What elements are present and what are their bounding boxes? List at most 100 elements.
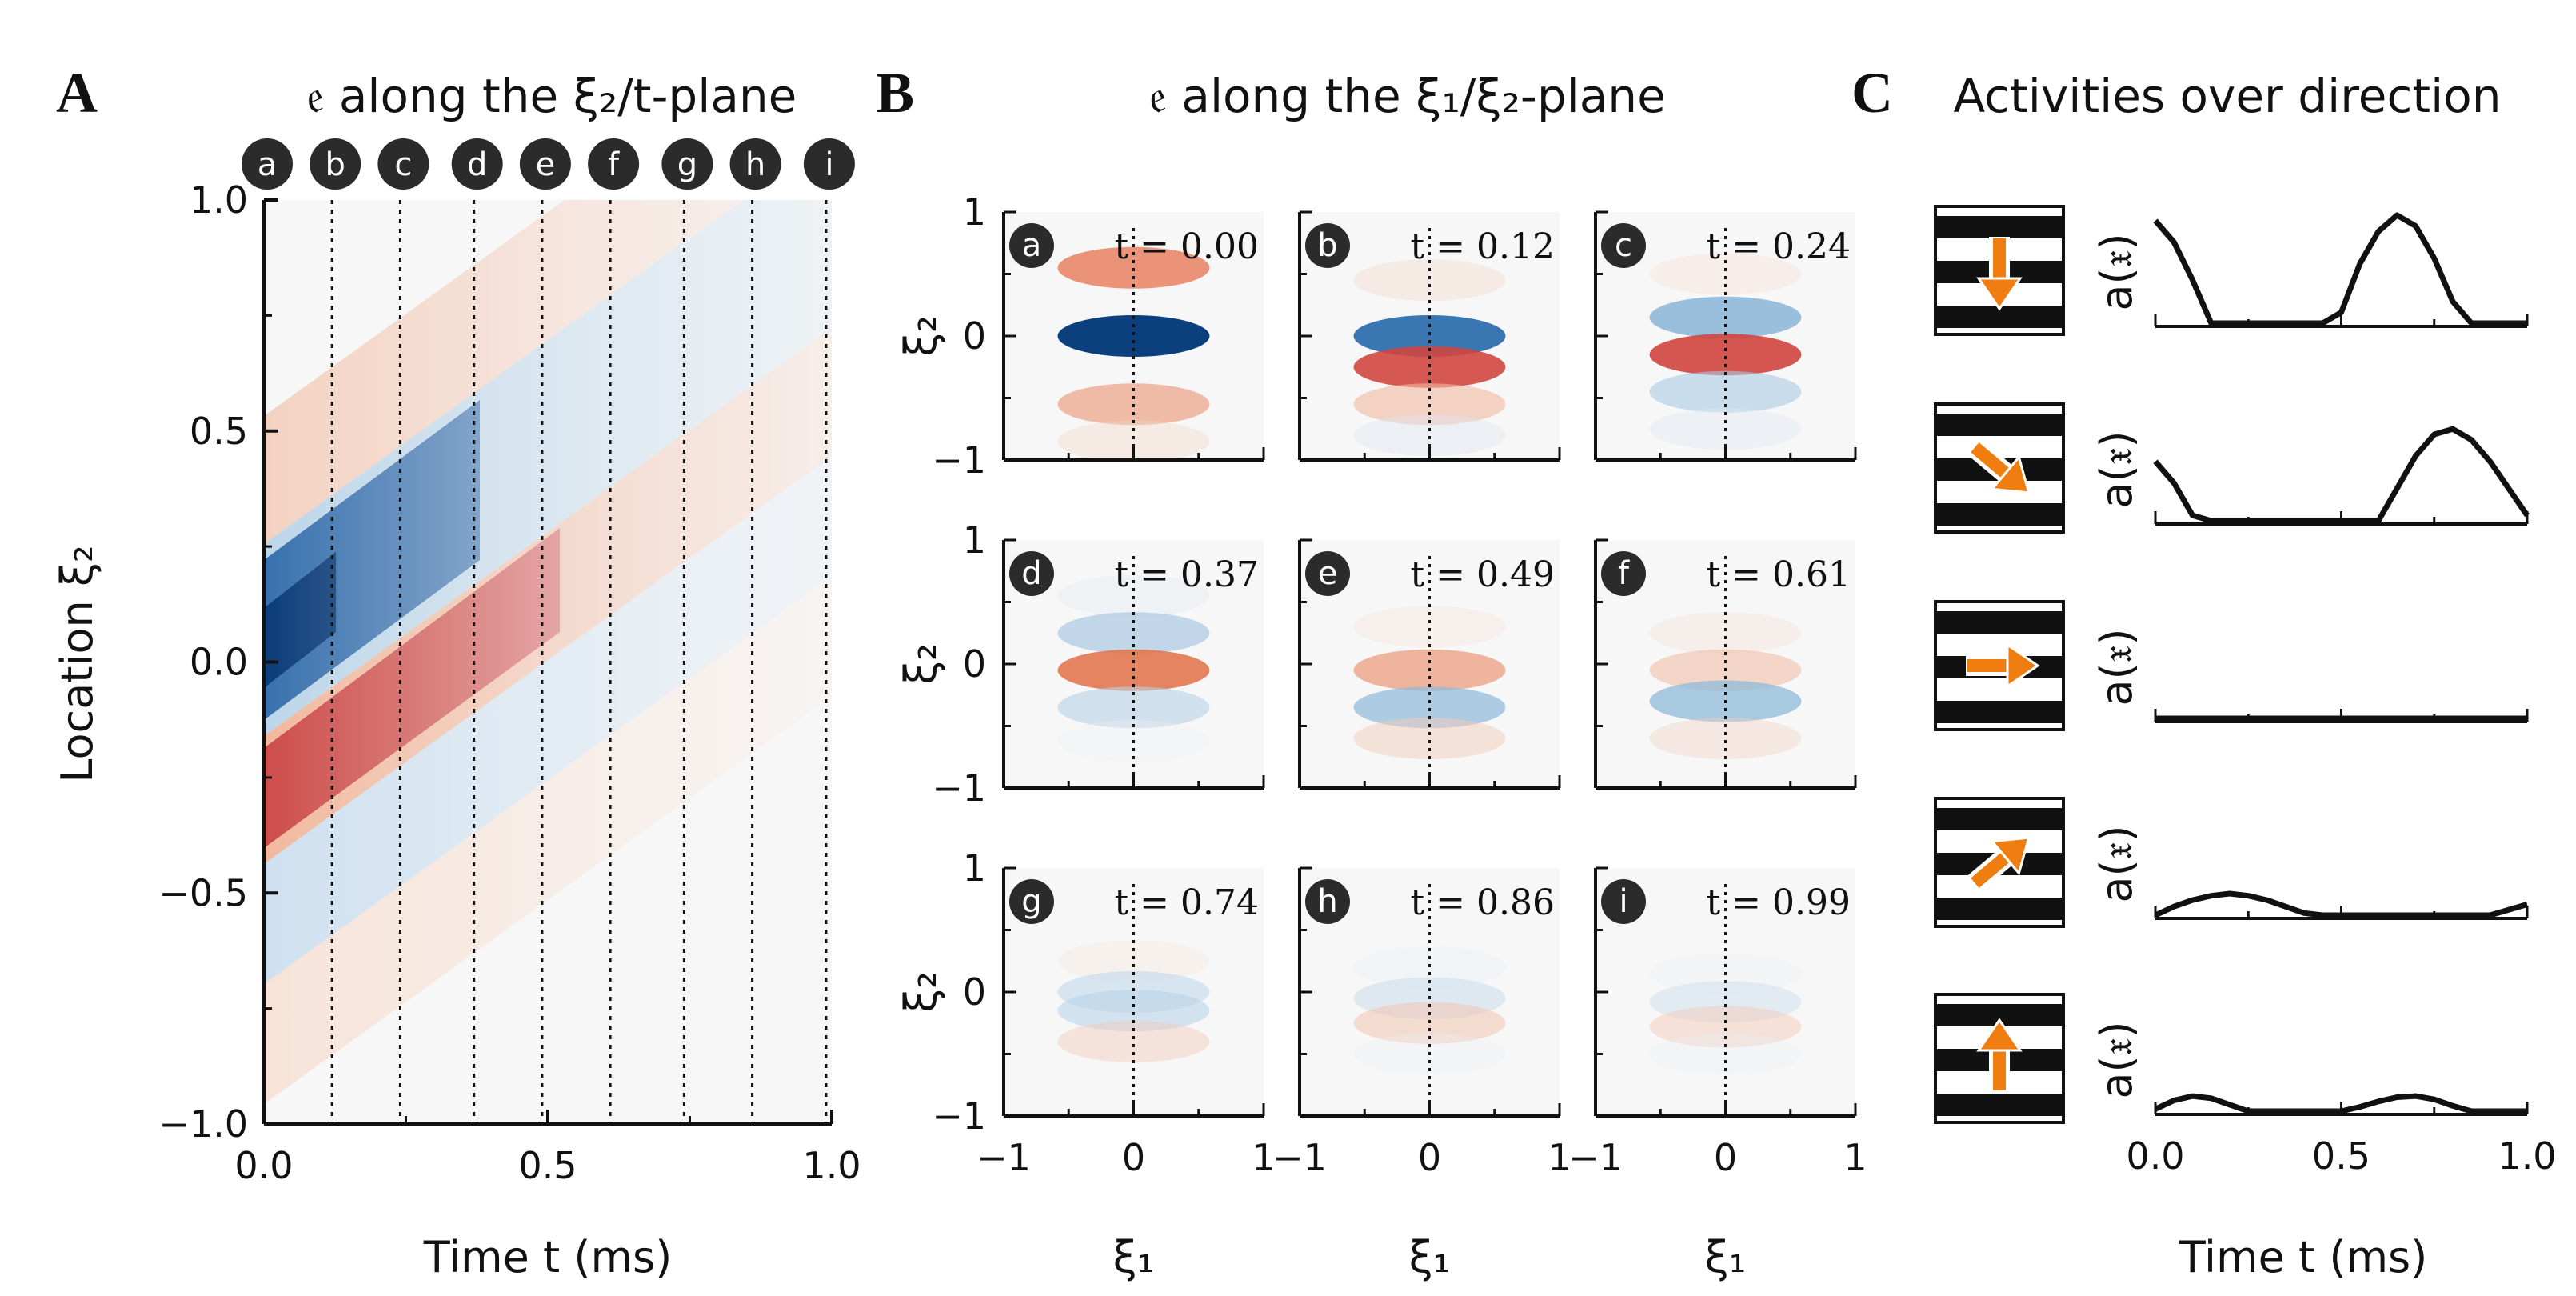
heatmap-blob xyxy=(1649,718,1802,759)
subplot-time-label: t = 0.61 xyxy=(1707,554,1851,595)
subplot-h: h t = 0.86 −1 0 1 ξ₁ xyxy=(1272,866,1572,1282)
icon-stripe xyxy=(1937,503,2062,526)
heatmap-blob xyxy=(1057,246,1210,289)
heatmap-blob xyxy=(1353,259,1506,302)
activity-row-right: a(𝔵) xyxy=(1934,600,2529,731)
panel-a-y-ticks: 1.0 0.5 0.0 −0.5 −1.0 xyxy=(158,178,278,1146)
panel-a: A 𝔢 along the ξ₂/t-plane 0.0 0.5 1.0 1.00.… xyxy=(52,61,861,1282)
subplot-time-label: t = 0.24 xyxy=(1707,226,1851,267)
panel-a-x-ticks: 0.0 0.5 1.0 xyxy=(234,1110,861,1187)
x-tick-label: 0 xyxy=(1714,1136,1737,1179)
activity-row-down-right: a(𝔵) xyxy=(1934,402,2530,534)
icon-stripe xyxy=(1937,701,2062,723)
subplot-badge-letter: e xyxy=(1318,555,1338,592)
panel-c-rows: a(𝔵) a(𝔵) a(𝔵) a(𝔵) a(𝔵) 0.0 0.5 1.0 xyxy=(1934,205,2557,1178)
subplot-ylabel: ξ₂ xyxy=(896,315,946,357)
panel-b-title: 𝔢 along the ξ₁/ξ₂-plane xyxy=(1149,69,1666,123)
subplot-badge-letter: c xyxy=(1615,227,1632,264)
y-tick-label: 1.0 xyxy=(190,178,248,222)
heatmap-blob xyxy=(1649,1006,1802,1048)
subplot-time-label: t = 0.00 xyxy=(1115,226,1260,267)
time-marker-badge xyxy=(377,138,429,190)
arrow-head xyxy=(1976,1018,2023,1052)
activity-row-up: a(𝔵) 0.0 0.5 1.0 xyxy=(1934,993,2557,1178)
x-tick-label: 0 xyxy=(1418,1136,1441,1179)
subplot-badge xyxy=(1305,551,1350,596)
subplot-badge-letter: h xyxy=(1317,883,1337,920)
panel-b: B 𝔢 along the ξ₁/ξ₂-plane a t = 0.00 1 0 −1 ξ… xyxy=(876,61,1867,1282)
heatmap-blob xyxy=(1649,370,1802,413)
time-marker-badge xyxy=(588,138,640,190)
y-tick-label: −1 xyxy=(932,438,986,482)
heatmap-blob xyxy=(1353,606,1506,648)
panel-c-title: Activities over direction xyxy=(1954,69,2502,123)
stripe-stimulus-icon xyxy=(1934,402,2065,534)
y-tick-label: 0.0 xyxy=(190,641,248,684)
activity-curve-down xyxy=(2153,212,2527,326)
subplot-time-label: t = 0.86 xyxy=(1411,882,1556,923)
subplot-g: g t = 0.74 1 0 −1 ξ₂ −1 0 1 ξ₁ xyxy=(896,846,1276,1282)
time-marker-letter: c xyxy=(394,146,412,183)
subplot-badge xyxy=(1305,879,1350,924)
subplot-badge xyxy=(1601,223,1646,268)
time-marker-letter: h xyxy=(745,146,765,183)
activity-ylabel: a(𝔵) xyxy=(2091,628,2142,706)
activity-x-tick-label: 1.0 xyxy=(2498,1134,2556,1178)
activity-row-up-right: a(𝔵) xyxy=(1934,797,2529,928)
subplot-ylabel: ξ₂ xyxy=(896,971,946,1013)
subplot-badge xyxy=(1009,223,1054,268)
activity-ylabel: a(𝔵) xyxy=(2091,1021,2142,1098)
time-marker-letter: d xyxy=(467,146,487,183)
panel-a-heatmap xyxy=(264,200,832,1124)
y-tick-label: −0.5 xyxy=(158,871,248,914)
time-marker-badge xyxy=(519,138,571,190)
heatmap-blob xyxy=(1649,253,1802,295)
y-tick-label: 1 xyxy=(963,518,986,562)
x-tick-label: 0 xyxy=(1122,1136,1145,1179)
arrow-head xyxy=(2006,642,2040,689)
panel-c-letter: C xyxy=(1851,61,1893,125)
subplot-badge-letter: g xyxy=(1021,883,1041,920)
panel-c: C Activities over direction a(𝔵) a(𝔵) a(𝔵)… xyxy=(1851,61,2557,1282)
x-tick-label: 1.0 xyxy=(802,1144,861,1187)
y-tick-label: 0 xyxy=(963,970,986,1014)
subplot-badge-letter: f xyxy=(1618,555,1630,592)
time-marker-badge xyxy=(451,138,503,190)
direction-arrow-icon xyxy=(1967,836,2031,892)
panel-c-xlabel: Time t (ms) xyxy=(2179,1232,2428,1282)
time-marker-letter: e xyxy=(536,146,556,183)
subplot-a: a t = 0.00 1 0 −1 ξ₂ xyxy=(896,190,1265,482)
icon-stripe xyxy=(1937,808,2062,830)
subplot-xlabel: ξ₁ xyxy=(1705,1232,1747,1282)
subplot-badge xyxy=(1305,223,1350,268)
time-marker-badge xyxy=(242,138,293,190)
activity-row-down: a(𝔵) xyxy=(1934,205,2529,336)
x-tick-label: 1 xyxy=(1252,1136,1275,1179)
stripe-stimulus-icon xyxy=(1934,797,2065,928)
panel-a-letter: A xyxy=(56,61,98,125)
time-marker-badge xyxy=(661,138,713,190)
heatmap-blob xyxy=(1649,334,1802,376)
x-tick-label: 1 xyxy=(1548,1136,1571,1179)
activity-ylabel: a(𝔵) xyxy=(2091,825,2142,902)
subplot-time-label: t = 0.12 xyxy=(1411,226,1556,267)
heatmap-blob xyxy=(1353,718,1506,759)
icon-stripe xyxy=(1937,1094,2062,1116)
activity-curve-up xyxy=(2154,1093,2527,1114)
heatmap-blob xyxy=(1057,420,1210,462)
time-marker-badge xyxy=(803,138,855,190)
subplot-badge xyxy=(1009,551,1054,596)
heatmap-blob xyxy=(1057,1021,1210,1062)
y-tick-label: 0 xyxy=(963,642,986,686)
subplot-badge-letter: b xyxy=(1317,227,1337,264)
subplot-badge-letter: a xyxy=(1022,227,1042,264)
activity-ylabel: a(𝔵) xyxy=(2091,233,2142,310)
heatmap-blob xyxy=(1057,990,1210,1032)
y-tick-label: 0.5 xyxy=(190,410,248,453)
arrow-head xyxy=(1989,836,2031,876)
activity-x-tick-label: 0.0 xyxy=(2126,1134,2184,1178)
y-tick-label: −1.0 xyxy=(158,1102,248,1146)
heatmap-blob xyxy=(1353,315,1506,357)
direction-arrow-icon xyxy=(1976,237,2023,311)
